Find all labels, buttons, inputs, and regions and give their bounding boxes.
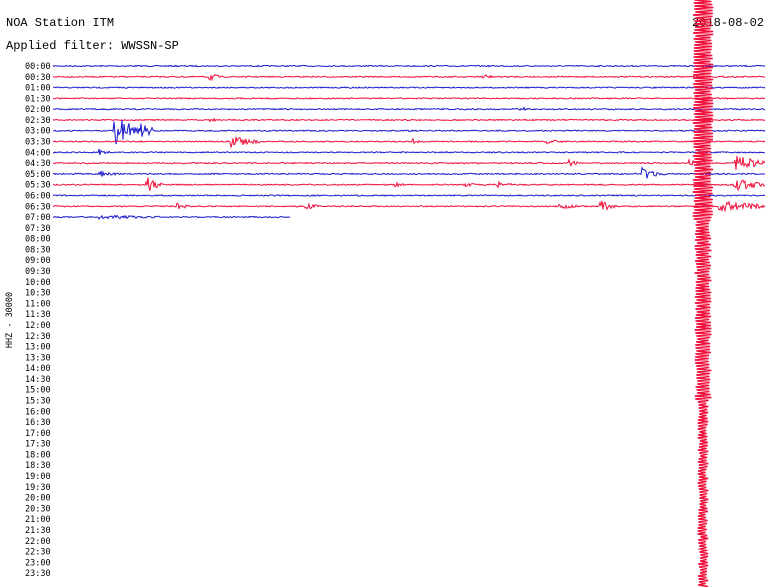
trace (52, 148, 766, 156)
time-label: 08:00 (25, 235, 51, 245)
time-label: 17:30 (25, 440, 51, 450)
time-label: 22:30 (25, 548, 51, 558)
trace (52, 106, 765, 112)
time-label: 10:30 (25, 289, 51, 299)
time-label: 12:30 (25, 332, 51, 342)
time-label: 15:00 (25, 386, 51, 396)
time-label: 19:30 (25, 483, 51, 493)
trace (52, 136, 766, 148)
time-label: 04:30 (25, 159, 51, 169)
time-label: 13:30 (25, 353, 51, 363)
time-label: 06:00 (25, 191, 51, 201)
time-label: 00:30 (25, 73, 51, 83)
traces (52, 0, 766, 587)
time-label: 01:00 (25, 84, 51, 94)
channel-label: HHZ - 30000 (5, 292, 15, 348)
time-labels: 00:0000:3001:0001:3002:0002:3003:0003:30… (25, 62, 51, 579)
trace (52, 200, 766, 213)
time-label: 21:00 (25, 515, 51, 525)
time-label: 07:30 (25, 224, 51, 234)
time-label: 06:30 (25, 202, 51, 212)
time-label: 19:00 (25, 472, 51, 482)
trace (52, 117, 766, 123)
trace (52, 194, 766, 197)
time-label: 09:00 (25, 256, 51, 266)
time-label: 07:00 (25, 213, 51, 223)
time-label: 05:00 (25, 170, 51, 180)
time-label: 02:00 (25, 105, 51, 115)
time-label: 23:30 (25, 569, 51, 579)
time-label: 18:30 (25, 461, 51, 471)
trace (52, 177, 766, 192)
time-label: 18:00 (25, 450, 51, 460)
time-label: 01:30 (25, 94, 51, 104)
station-title: NOA Station ITM (6, 16, 114, 30)
trace (52, 73, 766, 82)
large-event (692, 0, 714, 587)
time-label: 23:00 (25, 558, 51, 568)
trace (52, 155, 766, 170)
time-label: 16:00 (25, 407, 51, 417)
time-label: 11:00 (25, 299, 51, 309)
trace (53, 86, 766, 89)
time-label: 20:30 (25, 504, 51, 514)
time-label: 17:00 (25, 429, 51, 439)
time-label: 03:30 (25, 138, 51, 148)
trace (52, 214, 291, 220)
time-label: 11:30 (25, 310, 51, 320)
time-label: 16:30 (25, 418, 51, 428)
time-label: 10:00 (25, 278, 51, 288)
time-label: 00:00 (25, 62, 51, 72)
filter-label: Applied filter: WWSSN-SP (6, 39, 179, 53)
time-label: 15:30 (25, 396, 51, 406)
time-label: 04:00 (25, 148, 51, 158)
time-label: 08:30 (25, 245, 51, 255)
time-label: 14:00 (25, 364, 51, 374)
time-label: 22:00 (25, 537, 51, 547)
trace (52, 119, 766, 145)
trace (52, 64, 766, 68)
trace (52, 97, 766, 100)
time-label: 13:00 (25, 343, 51, 353)
time-label: 09:30 (25, 267, 51, 277)
time-label: 12:00 (25, 321, 51, 331)
time-label: 02:30 (25, 116, 51, 126)
time-label: 14:30 (25, 375, 51, 385)
time-label: 03:00 (25, 127, 51, 137)
time-label: 21:30 (25, 526, 51, 536)
time-label: 20:00 (25, 494, 51, 504)
trace (52, 165, 766, 179)
time-label: 05:30 (25, 181, 51, 191)
